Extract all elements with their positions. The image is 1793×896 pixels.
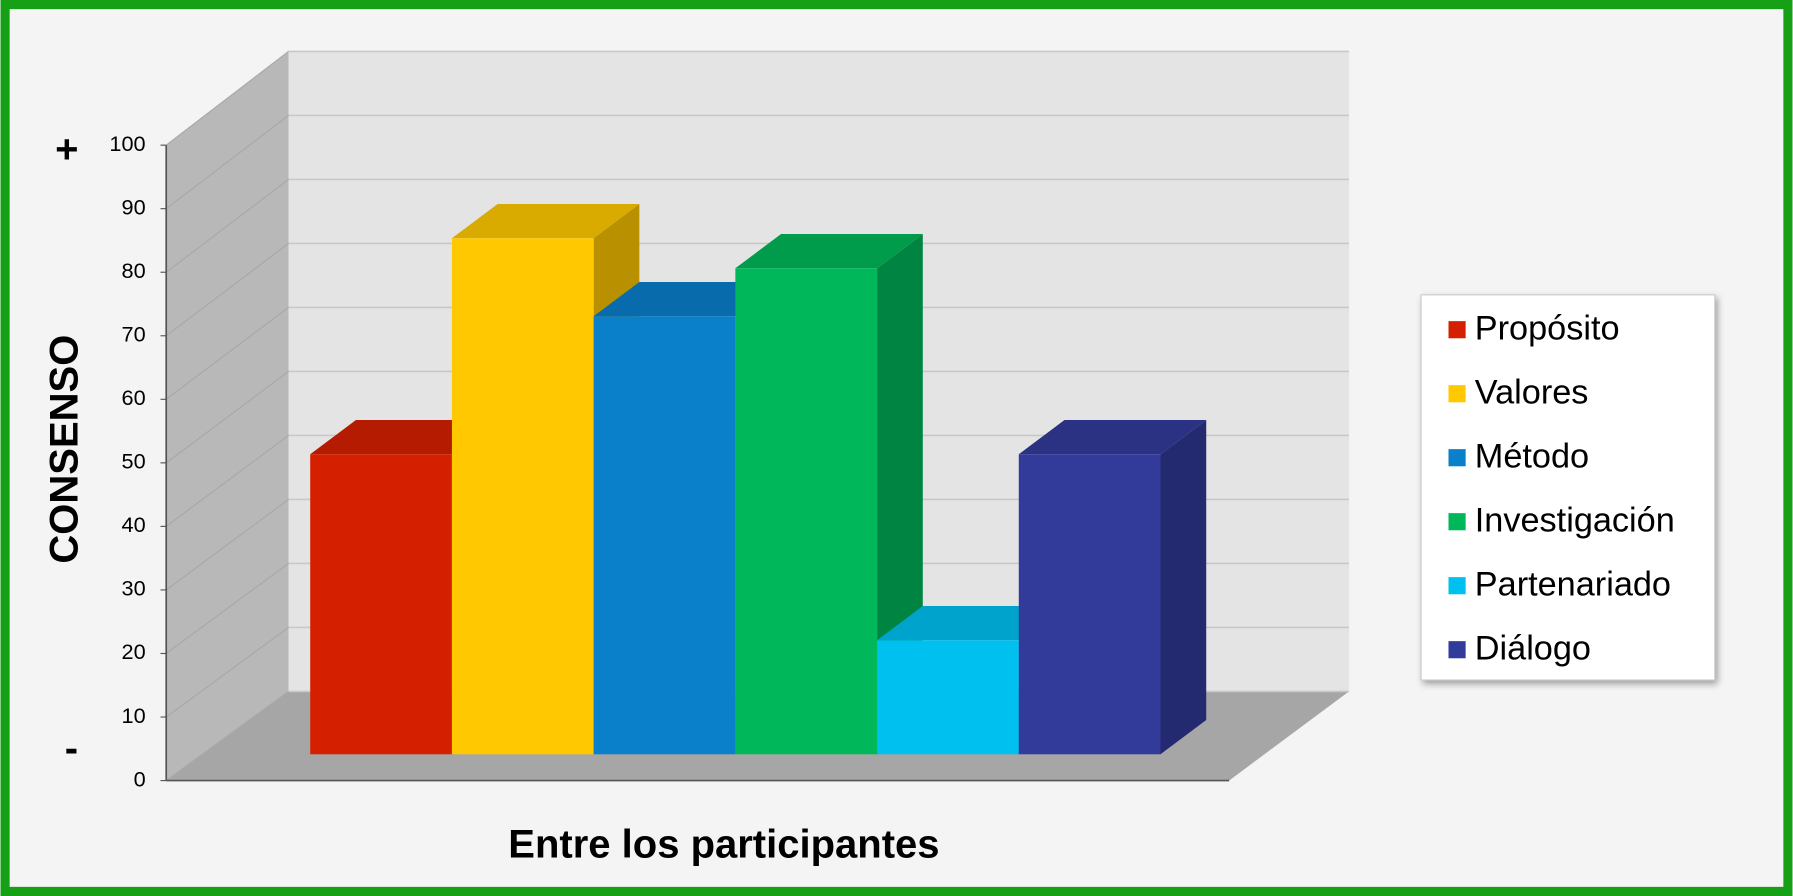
bar [451,238,594,755]
y-tick-label: 50 [122,449,146,474]
y-tick-label: 20 [122,639,146,664]
x-axis-title: Entre los participantes [508,822,939,866]
y-tick-label: 40 [122,512,146,537]
grid-line [165,434,289,527]
y-tick-label: 30 [122,576,146,601]
y-tick-label: 0 [134,766,146,791]
y-axis-title: CONSENSO [42,335,86,564]
legend-swatch [1448,449,1466,467]
legend-swatch [1448,513,1466,531]
legend-label: Valores [1475,373,1589,411]
legend-label: Método [1475,437,1589,475]
bar [310,454,452,755]
legend-label: Diálogo [1475,629,1591,667]
y-tick-label: 100 [109,131,145,156]
bar [593,316,736,755]
ticks: 0 10 20 30 40 50 60 70 80 90 100 [109,131,167,791]
annotation: + [55,128,78,172]
side-wall [166,51,289,781]
legend-swatch [1448,321,1466,339]
bar-top [735,234,923,269]
legend-swatch [1448,641,1466,659]
legend [1420,294,1716,681]
bar-top [451,204,640,239]
bar-top [877,606,1065,641]
y-tick-label: 90 [122,194,146,219]
grid-line [165,626,289,718]
bar-top [310,420,498,455]
grid-line [165,50,289,146]
legend-label: Partenariado [1475,565,1671,603]
grid-line [165,178,289,273]
bar [1018,454,1161,755]
annotation: - [65,726,78,770]
bar [735,268,878,755]
bar-side [1160,420,1207,755]
legend-swatch [1448,577,1466,595]
grid-line [165,690,289,782]
y-tick-label: 70 [122,322,146,347]
grid-line [165,562,289,654]
y-tick-label: 10 [122,703,146,728]
bar-top [593,282,782,317]
legend-label: Propósito [1475,309,1620,347]
legend-items: Propósito Valores Método Investigación Parte… [1448,309,1675,667]
grid-line [165,370,289,464]
bars [310,204,1207,755]
bar [877,640,1019,755]
bar-top [1018,420,1207,455]
grid-line [165,242,289,337]
legend-swatch [1448,385,1466,403]
grid-line [165,114,289,210]
legend-label: Investigación [1475,501,1675,539]
y-tick-label: 80 [122,258,146,283]
y-tick-label: 60 [122,385,146,410]
grid-line [165,306,289,400]
grid-line [165,498,289,591]
